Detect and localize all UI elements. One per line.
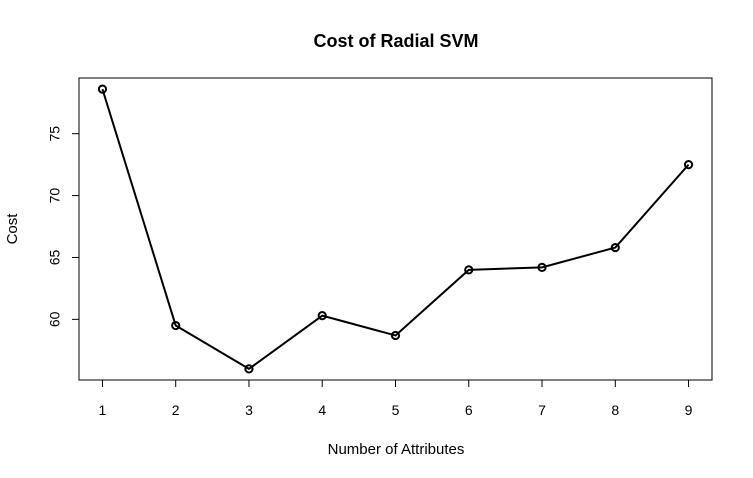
y-axis-label: Cost <box>4 213 21 245</box>
y-tick-label: 75 <box>47 126 63 142</box>
x-tick-label: 9 <box>685 402 693 418</box>
data-point <box>317 311 327 321</box>
x-axis: 1 2 3 4 5 6 7 8 9 <box>99 379 693 418</box>
x-tick-label: 4 <box>318 402 326 418</box>
x-axis-label: Number of Attributes <box>328 441 465 458</box>
data-point <box>390 330 401 341</box>
data-point <box>97 84 108 94</box>
x-tick-label: 5 <box>392 402 400 418</box>
data-point <box>464 265 474 275</box>
y-tick-label: 65 <box>47 249 63 265</box>
y-tick-label: 70 <box>47 188 63 204</box>
data-point <box>244 364 254 374</box>
y-tick-label: 60 <box>47 311 63 327</box>
data-point <box>610 242 620 253</box>
data-point <box>683 160 694 170</box>
series-layer <box>97 84 694 374</box>
series-line <box>101 88 690 370</box>
x-tick-label: 7 <box>538 402 546 418</box>
x-tick-label: 3 <box>245 402 253 418</box>
x-tick-label: 6 <box>465 402 473 418</box>
chart-title: Cost of Radial SVM <box>313 31 478 51</box>
x-tick-label: 1 <box>99 402 107 418</box>
data-point <box>171 320 181 331</box>
data-point <box>537 262 547 272</box>
x-tick-label: 2 <box>172 402 180 418</box>
y-axis: 60 65 70 75 <box>47 126 80 327</box>
x-tick-label: 8 <box>611 402 619 418</box>
